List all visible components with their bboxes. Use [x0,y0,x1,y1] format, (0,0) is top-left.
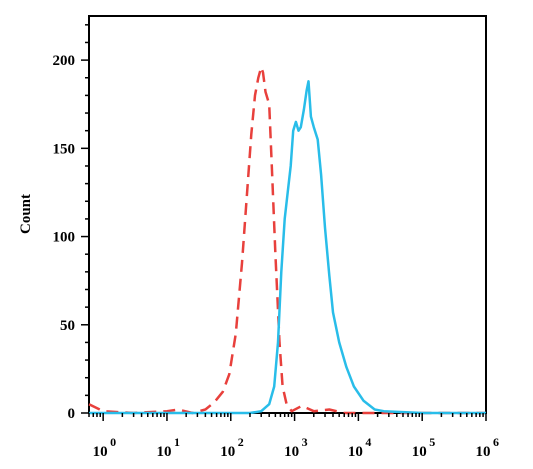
x-tick-exponent: 2 [238,435,244,449]
plot-frame [88,15,487,414]
x-tick-exponent: 6 [493,435,499,449]
y-tick-label: 200 [53,53,76,69]
x-tick-exponent: 0 [110,435,116,449]
x-tick-label: 10 [93,444,108,460]
x-tick-exponent: 4 [365,435,371,449]
y-tick-label: 150 [53,141,76,157]
x-tick-label: 10 [156,444,171,460]
x-tick-label: 10 [220,444,235,460]
series-layer [88,65,486,415]
x-tick-exponent: 1 [174,435,180,449]
x-tick-exponent: 5 [429,435,435,449]
x-tick-label: 10 [348,444,363,460]
y-axis: 0 50 100 150 200 [53,24,89,422]
series-line-1 [88,65,486,415]
plot-border [88,15,487,414]
y-tick-label: 50 [60,318,75,334]
x-tick-label: 10 [284,444,299,460]
y-tick-label: 0 [68,406,76,422]
y-tick-label: 100 [53,230,76,246]
y-axis-title: Count [18,194,34,234]
x-tick-exponent: 3 [302,435,308,449]
x-tick-label: 10 [412,444,427,460]
series-line-2 [89,80,486,415]
x-tick-label: 10 [476,444,491,460]
